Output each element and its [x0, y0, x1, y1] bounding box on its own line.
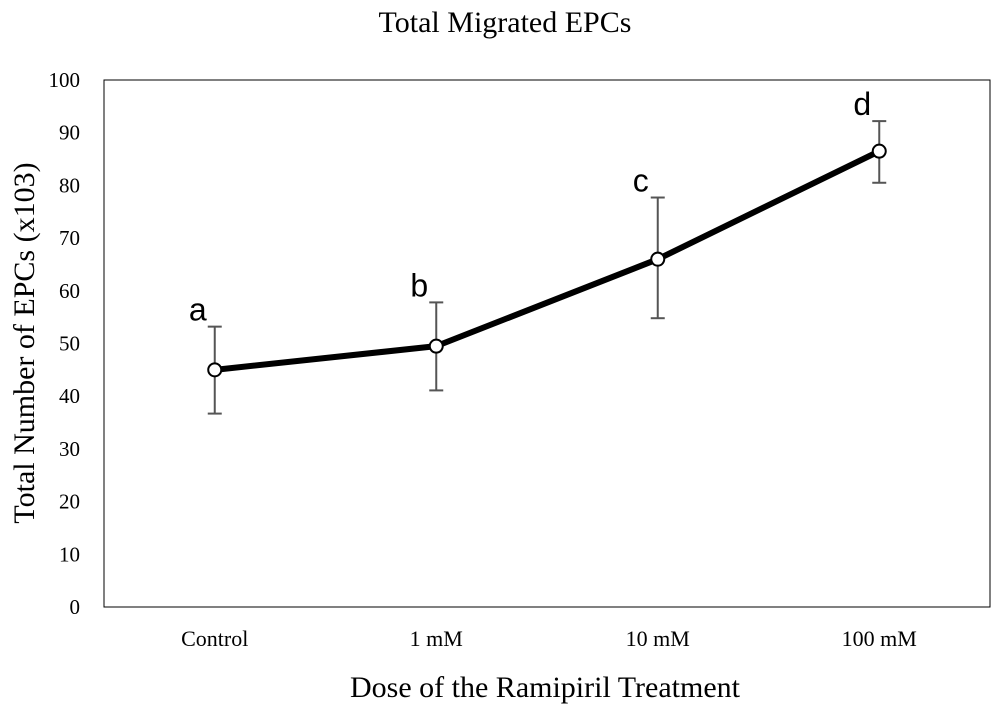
x-tick-label: 10 mM [626, 626, 690, 651]
chart-title: Total Migrated EPCs [379, 6, 632, 39]
y-tick-label: 50 [59, 332, 80, 356]
x-tick-label: 100 mM [842, 626, 917, 651]
series-line [214, 148, 881, 373]
y-tick-label: 0 [70, 595, 81, 619]
y-tick-label: 30 [59, 437, 80, 461]
data-point [428, 338, 444, 354]
y-axis: 0 10 20 30 40 50 60 70 80 90 100 [49, 68, 81, 619]
significance-labels: a b c d [189, 86, 871, 328]
y-tick-label: 70 [59, 226, 80, 250]
data-point [207, 362, 223, 378]
error-bars [207, 120, 887, 415]
y-tick-label: 10 [59, 542, 80, 566]
y-axis-title: Total Number of EPCs (x103) [8, 162, 41, 523]
data-points [207, 143, 887, 378]
y-tick-label: 80 [59, 173, 80, 197]
x-axis-title: Dose of the Ramipiril Treatment [350, 671, 741, 704]
point-label: a [189, 292, 207, 328]
y-tick-label: 60 [59, 279, 80, 303]
point-label: b [410, 267, 428, 303]
point-label: c [633, 163, 649, 199]
plot-area-frame [103, 79, 991, 608]
y-tick-label: 40 [59, 384, 80, 408]
data-point [871, 143, 887, 159]
y-tick-label: 20 [59, 490, 80, 514]
point-label: d [853, 86, 871, 122]
data-point [650, 251, 666, 267]
y-tick-label: 90 [59, 121, 80, 145]
x-axis: Control 1 mM 10 mM 100 mM [181, 626, 917, 651]
x-tick-label: 1 mM [410, 626, 463, 651]
y-tick-label: 100 [49, 68, 81, 92]
x-tick-label: Control [181, 626, 248, 651]
